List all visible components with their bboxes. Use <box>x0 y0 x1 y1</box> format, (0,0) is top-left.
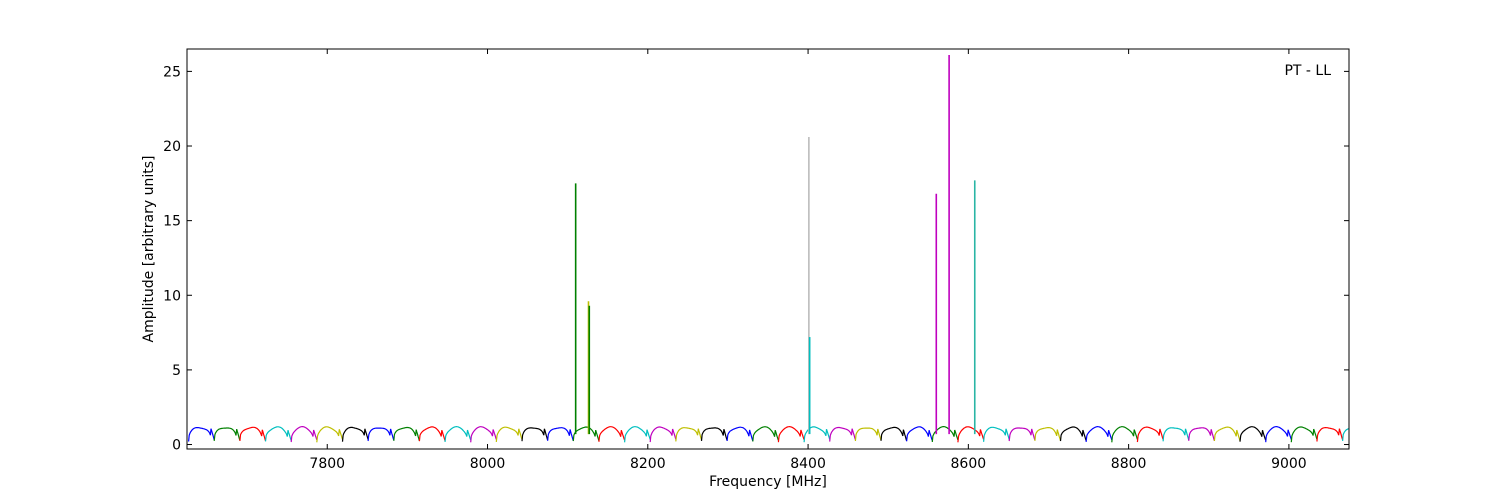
y-tick-label: 10 <box>163 288 181 304</box>
x-tick-label: 8800 <box>1111 456 1147 472</box>
channel-segment <box>1162 427 1190 442</box>
channel-segment <box>367 427 395 442</box>
channel-segment <box>1085 425 1113 442</box>
channel-segment <box>675 427 703 442</box>
channel-segment <box>1111 426 1138 443</box>
channel-segment <box>444 425 472 442</box>
channel-segment <box>572 426 600 442</box>
y-axis-ticks: 0 5 10 15 20 25 <box>163 64 1349 454</box>
channel-segment <box>906 426 933 442</box>
x-tick-label: 8000 <box>470 456 506 472</box>
channel-segment <box>470 426 497 443</box>
channel-segment <box>290 426 318 443</box>
channel-segment <box>624 426 651 443</box>
channel-segment <box>983 426 1010 442</box>
channel-segment <box>649 426 677 443</box>
y-tick-label: 20 <box>163 139 181 155</box>
channel-segment <box>239 426 267 442</box>
channel-segment <box>752 426 779 442</box>
channel-segment <box>1188 427 1215 441</box>
channel-segment <box>1034 427 1062 441</box>
channel-segment <box>880 426 908 442</box>
channel-segment <box>316 426 344 443</box>
x-axis-ticks: 7800 8000 8200 8400 8600 8800 9000 <box>309 49 1307 472</box>
x-tick-label: 8200 <box>630 456 666 472</box>
channel-segment <box>213 427 241 441</box>
channel-segment <box>188 427 215 442</box>
channel-segment <box>1008 427 1036 442</box>
channel-segment <box>547 427 574 441</box>
channel-segment <box>1213 426 1241 442</box>
channel-segment <box>1342 427 1349 441</box>
channel-segment <box>393 426 420 441</box>
channel-segment <box>341 426 369 442</box>
x-tick-label: 7800 <box>309 456 345 472</box>
channel-segment <box>957 426 985 443</box>
x-axis-label: Frequency [MHz] <box>709 474 827 490</box>
channel-segment <box>1239 426 1267 442</box>
channel-segment <box>1136 426 1164 443</box>
channel-segment <box>726 426 754 442</box>
channel-segment <box>777 425 805 443</box>
y-tick-label: 15 <box>163 214 181 230</box>
channel-segment <box>829 426 856 442</box>
channel-segment <box>1265 425 1292 443</box>
x-tick-label: 9000 <box>1271 456 1307 472</box>
channel-segment <box>1290 426 1318 443</box>
y-axis-label: Amplitude [arbitrary units] <box>141 156 157 343</box>
plot-frame <box>186 48 1350 450</box>
y-tick-label: 5 <box>172 363 181 379</box>
channel-segment <box>854 427 882 442</box>
series-layer <box>188 54 1349 443</box>
x-tick-label: 8600 <box>951 456 987 472</box>
channel-segment <box>1059 426 1087 442</box>
channel-segment <box>700 427 728 441</box>
channel-segment <box>521 427 549 442</box>
y-tick-label: 25 <box>163 64 181 80</box>
channel-segment <box>264 426 292 442</box>
channel-segment <box>1316 427 1344 442</box>
channel-segment <box>495 426 523 442</box>
channel-segment <box>418 426 446 442</box>
channel-segment <box>598 426 626 442</box>
y-tick-label: 0 <box>172 438 181 454</box>
chart-annotation: PT - LL <box>1284 63 1331 79</box>
x-tick-label: 8400 <box>790 456 826 472</box>
